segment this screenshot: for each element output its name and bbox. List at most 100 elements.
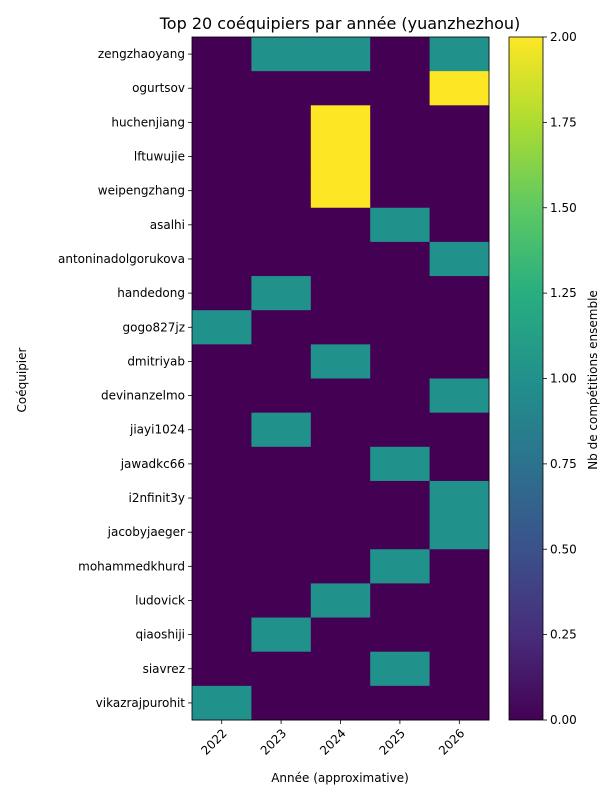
heatmap-cell bbox=[370, 617, 431, 653]
heatmap-cell bbox=[192, 583, 252, 619]
heatmap-cell bbox=[310, 241, 371, 277]
colorbar-tick-label: 0.00 bbox=[550, 713, 577, 727]
y-axis-label: Coéquipier bbox=[15, 347, 29, 412]
heatmap-cell bbox=[370, 173, 431, 209]
y-tick-label: ogurtsov bbox=[132, 81, 185, 95]
heatmap-cell bbox=[192, 685, 252, 721]
heatmap-cell bbox=[192, 37, 252, 72]
colorbar-tick-label: 2.00 bbox=[550, 30, 577, 44]
heatmap-cell bbox=[429, 446, 490, 482]
heatmap-cell bbox=[370, 515, 431, 550]
y-tick-label: asalhi bbox=[150, 218, 185, 232]
x-axis-label: Année (approximative) bbox=[271, 771, 409, 785]
y-tick-label: i2nfinit3y bbox=[128, 491, 185, 505]
heatmap-cell bbox=[370, 549, 431, 584]
heatmap-cell bbox=[429, 651, 490, 687]
heatmap-cell bbox=[251, 549, 312, 584]
heatmap-cell bbox=[192, 105, 252, 140]
y-tick-label: mohammedkhurd bbox=[78, 559, 185, 573]
heatmap-cell bbox=[192, 651, 252, 687]
y-tick-label: siavrez bbox=[143, 662, 185, 676]
y-tick-label: handedong bbox=[117, 286, 185, 300]
heatmap-cell bbox=[251, 71, 312, 106]
heatmap-cell bbox=[429, 139, 490, 175]
heatmap-cell bbox=[192, 207, 252, 243]
colorbar-tick-label: 0.50 bbox=[550, 542, 577, 556]
heatmap-cell bbox=[251, 105, 312, 140]
heatmap-cell bbox=[370, 139, 431, 175]
heatmap-cell bbox=[429, 412, 490, 448]
heatmap-cell bbox=[370, 685, 431, 721]
colorbar bbox=[508, 36, 544, 721]
heatmap-cell bbox=[192, 310, 252, 345]
heatmap-cell bbox=[310, 37, 371, 72]
heatmap-cell bbox=[370, 378, 431, 414]
colorbar-tick-label: 1.00 bbox=[550, 372, 577, 386]
heatmap-cell bbox=[310, 139, 371, 175]
heatmap-cell bbox=[429, 583, 490, 619]
heatmap-cell bbox=[370, 37, 431, 72]
x-tick-label: 2026 bbox=[436, 726, 467, 757]
heatmap-cell bbox=[251, 685, 312, 721]
heatmap-cell bbox=[429, 310, 490, 345]
y-tick-label: ludovick bbox=[135, 593, 185, 607]
heatmap-cell bbox=[429, 105, 490, 140]
heatmap-cell bbox=[251, 515, 312, 550]
heatmap-cell bbox=[192, 617, 252, 653]
heatmap-cell bbox=[192, 173, 252, 209]
heatmap-cell bbox=[429, 207, 490, 243]
heatmap-cell bbox=[192, 241, 252, 277]
heatmap-cell bbox=[429, 515, 490, 550]
heatmap-cell bbox=[429, 685, 490, 721]
heatmap-cell bbox=[429, 549, 490, 584]
heatmap-cell bbox=[370, 276, 431, 311]
colorbar-tick-label: 1.50 bbox=[550, 201, 577, 215]
y-tick-label: huchenjiang bbox=[111, 115, 185, 129]
heatmap-cell bbox=[310, 207, 371, 243]
heatmap-cell bbox=[251, 276, 312, 311]
heatmap-cell bbox=[310, 515, 371, 550]
heatmap-cell bbox=[251, 344, 312, 379]
y-tick-label: dmitriyab bbox=[127, 354, 185, 368]
colorbar-tick-label: 1.75 bbox=[550, 115, 577, 129]
heatmap-cell bbox=[251, 207, 312, 243]
heatmap-cell bbox=[370, 480, 431, 516]
heatmap-cell bbox=[370, 71, 431, 106]
heatmap-cell bbox=[192, 480, 252, 516]
heatmap-cell bbox=[251, 446, 312, 482]
heatmap-cell bbox=[251, 651, 312, 687]
heatmap-cell bbox=[192, 549, 252, 584]
y-tick-label: jawadkc66 bbox=[120, 457, 185, 471]
heatmap-cell bbox=[429, 378, 490, 414]
y-tick-label: devinanzelmo bbox=[101, 389, 185, 403]
heatmap-cell bbox=[251, 617, 312, 653]
heatmap-cell bbox=[310, 71, 371, 106]
heatmap-cell bbox=[429, 37, 490, 72]
y-tick-label: lftuwujie bbox=[134, 150, 185, 164]
heatmap-cell bbox=[429, 276, 490, 311]
heatmap-cell bbox=[370, 207, 431, 243]
heatmap-cell bbox=[192, 515, 252, 550]
heatmap-cell bbox=[251, 412, 312, 448]
colorbar-tick-label: 1.25 bbox=[550, 286, 577, 300]
heatmap-cell bbox=[429, 344, 490, 379]
y-tick-label: antoninadolgorukova bbox=[58, 252, 185, 266]
heatmap-cell bbox=[192, 71, 252, 106]
chart-title: Top 20 coéquipiers par année (yuanzhezho… bbox=[159, 14, 521, 33]
y-tick-label: qiaoshiji bbox=[135, 628, 185, 642]
heatmap-cell bbox=[370, 651, 431, 687]
heatmap-cell bbox=[192, 139, 252, 175]
colorbar-label: Nb de compétitions ensemble bbox=[586, 290, 600, 470]
heatmap-cell bbox=[251, 241, 312, 277]
heatmap-cell bbox=[192, 378, 252, 414]
heatmap-cell bbox=[192, 412, 252, 448]
heatmap-cell bbox=[310, 685, 371, 721]
colorbar-tick-label: 0.25 bbox=[550, 628, 577, 642]
x-tick-label: 2025 bbox=[377, 726, 408, 757]
heatmap-cell bbox=[310, 310, 371, 345]
heatmap-cell bbox=[370, 412, 431, 448]
heatmap-cell bbox=[370, 310, 431, 345]
heatmap-cell bbox=[310, 617, 371, 653]
x-tick-label: 2023 bbox=[258, 726, 289, 757]
heatmap-cell bbox=[429, 617, 490, 653]
